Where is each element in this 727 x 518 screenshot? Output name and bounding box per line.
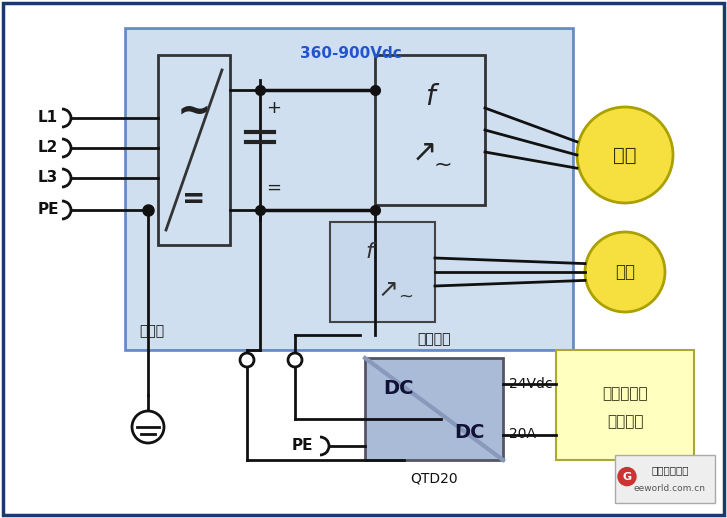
Text: PE: PE (292, 439, 313, 453)
Text: =: = (182, 185, 206, 213)
Text: =: = (266, 179, 281, 197)
Text: ↗: ↗ (377, 278, 398, 302)
Circle shape (577, 107, 673, 203)
Bar (158, 55, 230, 245)
Text: ~: ~ (434, 154, 452, 175)
Text: 开关电源: 开关电源 (417, 332, 451, 346)
Text: 360-900Vdc: 360-900Vdc (300, 46, 402, 61)
Text: 直流负载，: 直流负载， (602, 386, 648, 401)
Text: G: G (622, 471, 632, 482)
Bar (125, 28, 573, 350)
Text: ~: ~ (398, 288, 413, 306)
Text: PE: PE (38, 203, 60, 218)
Text: ~: ~ (177, 91, 212, 133)
Text: 电子工程世界: 电子工程世界 (651, 465, 688, 476)
Bar (365, 358, 503, 460)
Circle shape (132, 411, 164, 443)
Text: +: + (266, 99, 281, 117)
Text: eeworld.com.cn: eeworld.com.cn (634, 484, 706, 493)
Circle shape (240, 353, 254, 367)
Text: 20A: 20A (509, 427, 536, 441)
Text: QTD20: QTD20 (410, 472, 458, 486)
Text: 控制系统: 控制系统 (607, 414, 643, 429)
Text: 24Vdc: 24Vdc (509, 377, 553, 391)
Text: f: f (425, 83, 435, 111)
Circle shape (288, 353, 302, 367)
Bar (615, 455, 715, 503)
Bar (330, 222, 435, 322)
Circle shape (618, 468, 636, 485)
Text: 电机: 电机 (614, 146, 637, 165)
Text: DC: DC (454, 423, 485, 442)
Text: L2: L2 (38, 140, 58, 155)
Bar (375, 55, 485, 205)
Circle shape (585, 232, 665, 312)
Text: f: f (366, 242, 374, 262)
Text: 变频器: 变频器 (139, 324, 164, 338)
Text: L3: L3 (38, 170, 58, 185)
Text: L1: L1 (38, 110, 58, 125)
Text: 电机: 电机 (615, 263, 635, 281)
Text: ↗: ↗ (411, 138, 437, 167)
Text: DC: DC (383, 379, 414, 398)
Bar (556, 350, 694, 460)
